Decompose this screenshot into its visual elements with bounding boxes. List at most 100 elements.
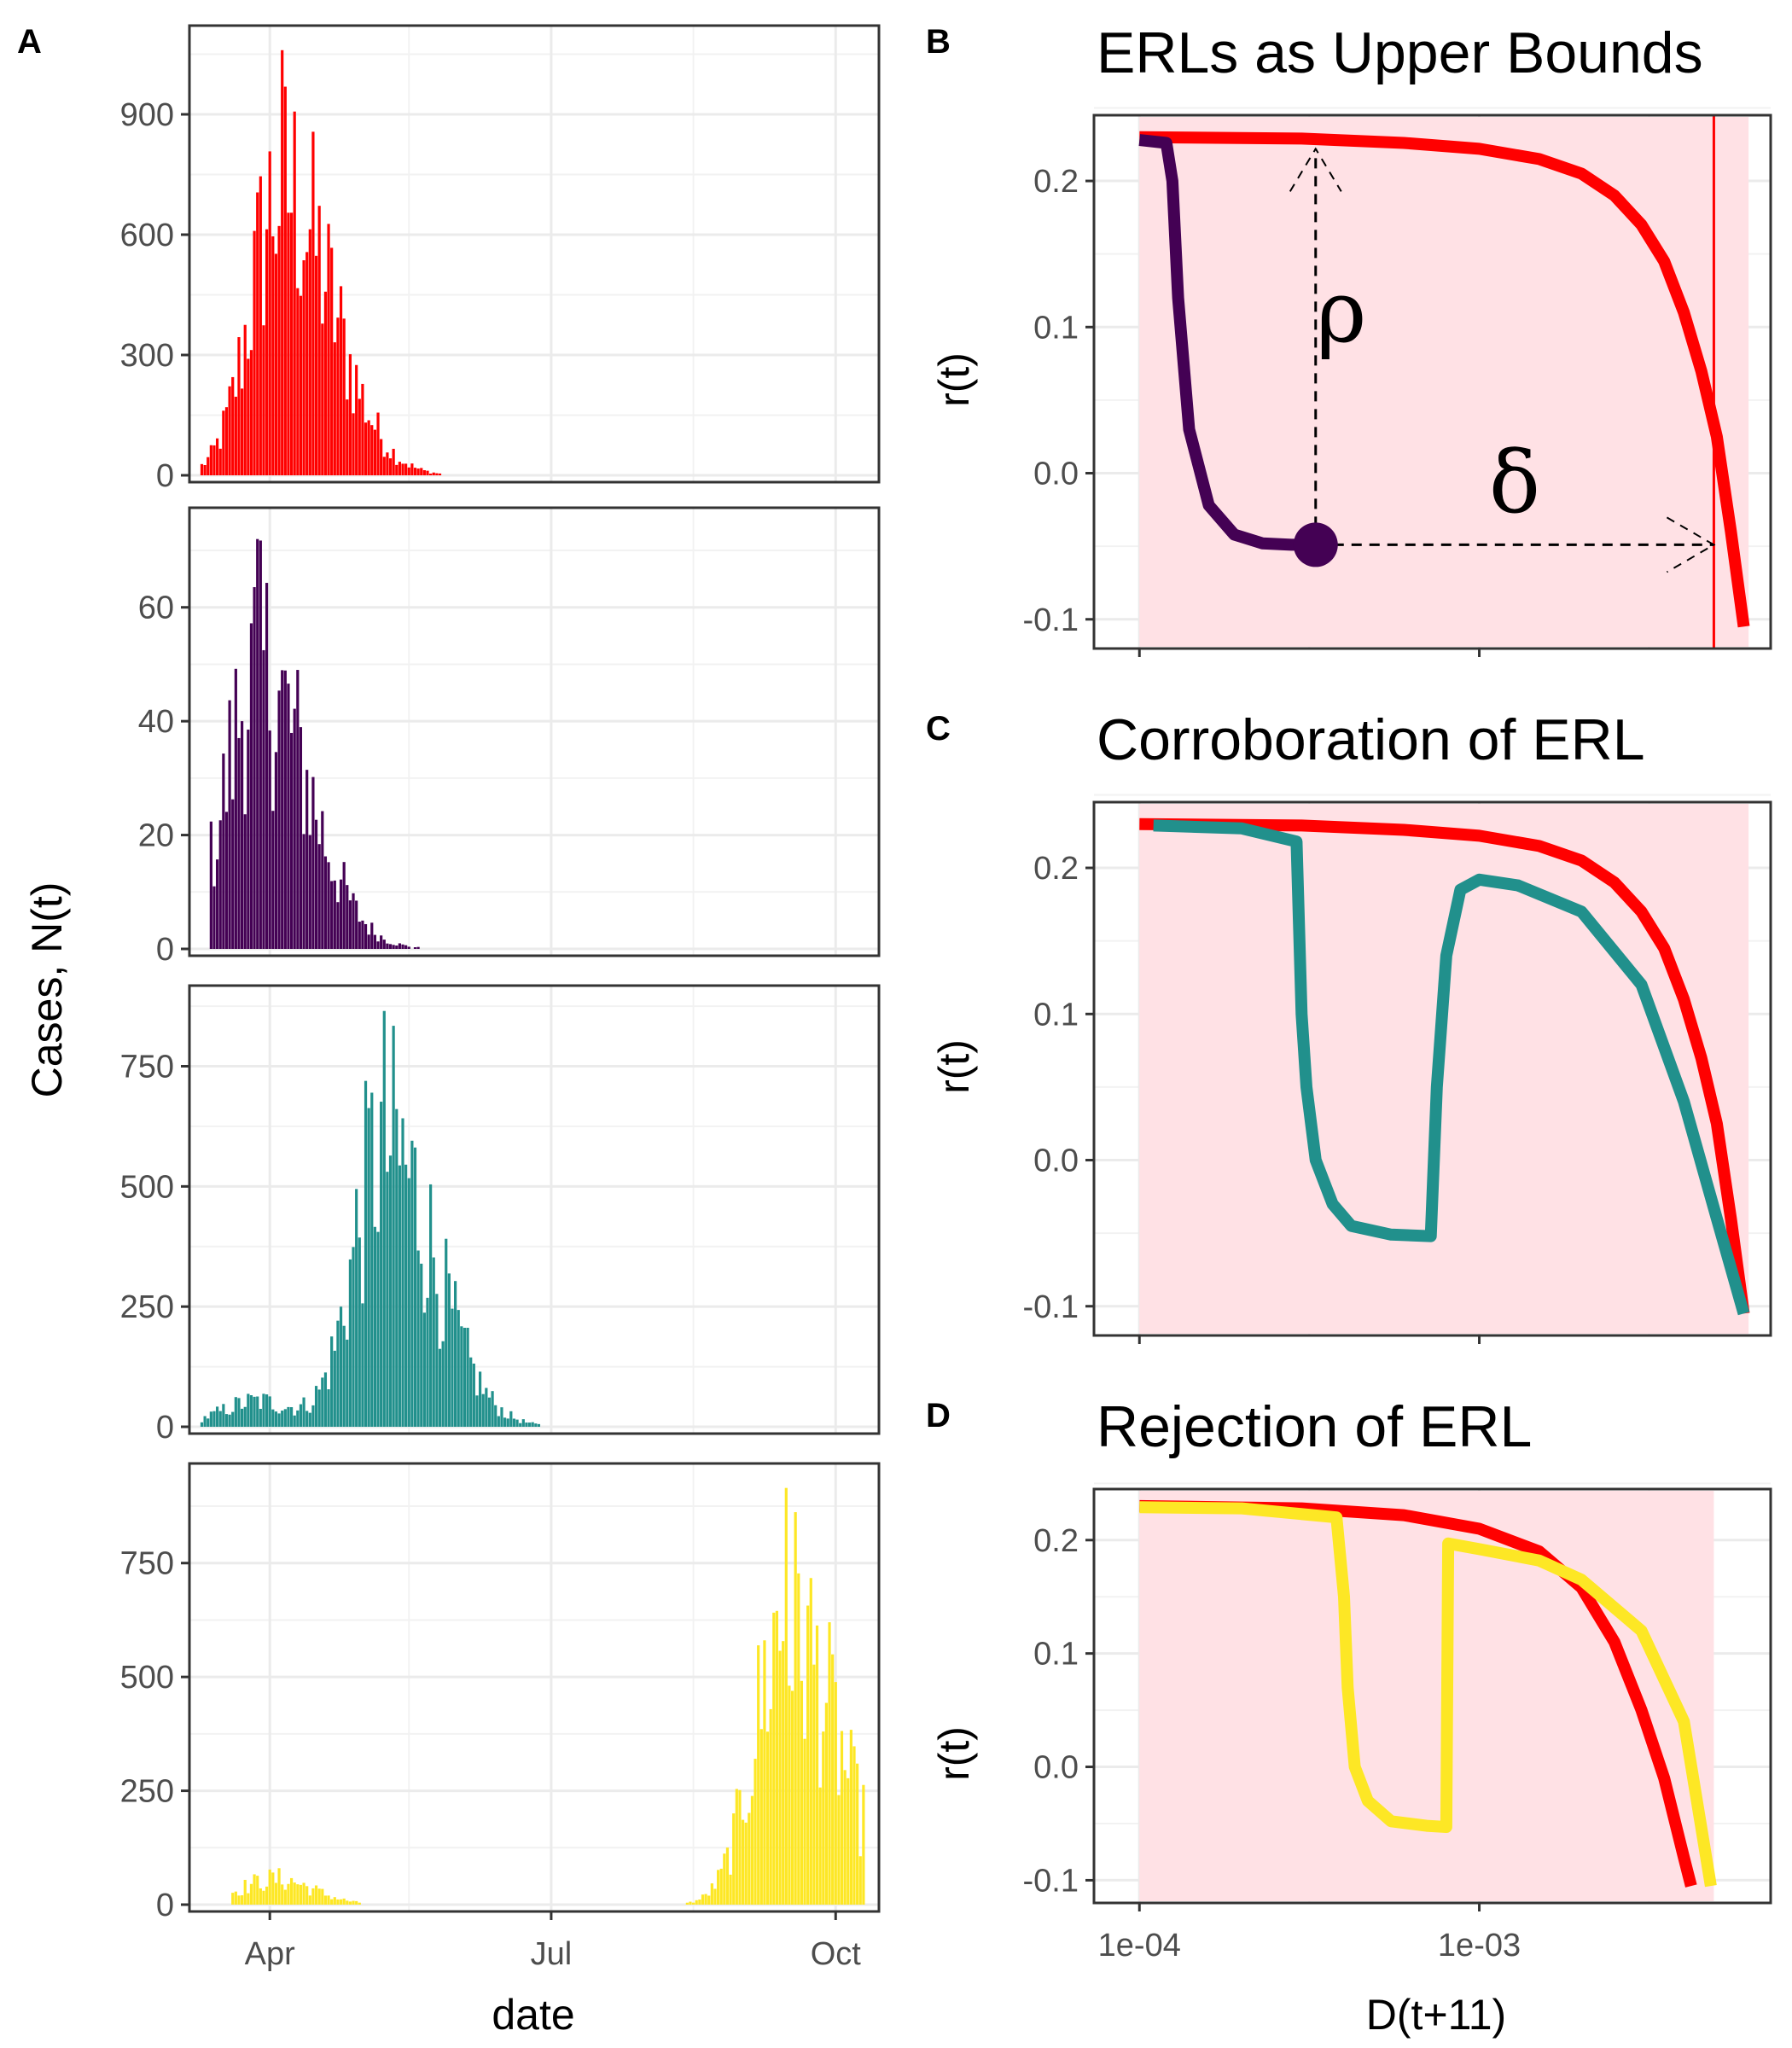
bar — [308, 1895, 311, 1905]
bar — [311, 131, 315, 475]
bar — [775, 1610, 779, 1905]
bar — [268, 151, 271, 476]
panel-d-title: Rejection of ERL — [1097, 1394, 1532, 1459]
bar — [395, 1108, 399, 1427]
bar — [373, 429, 376, 475]
y-tick-label: 0.1 — [1033, 310, 1079, 346]
bar — [305, 1886, 309, 1905]
bar — [438, 473, 442, 475]
bar — [243, 324, 247, 475]
red-series-line — [1139, 131, 1750, 628]
y-tick-label: 40 — [138, 704, 174, 740]
bar — [317, 844, 321, 949]
y-tick-label: 0 — [156, 932, 174, 968]
panel-label-b: B — [926, 23, 951, 61]
bar — [216, 1406, 219, 1427]
bar — [287, 1883, 290, 1905]
bar — [534, 1423, 538, 1427]
bar — [769, 1708, 772, 1905]
bar — [376, 1231, 380, 1427]
bar — [395, 464, 399, 475]
bar — [262, 1393, 265, 1427]
bar — [330, 881, 334, 949]
y-tick-label: 0.2 — [1033, 851, 1079, 887]
bar — [506, 1418, 509, 1427]
bar — [243, 1406, 247, 1427]
bar — [247, 1393, 250, 1427]
bar — [772, 1612, 776, 1905]
bar — [358, 922, 361, 949]
bar — [283, 86, 287, 475]
bar — [317, 1389, 321, 1427]
bar — [478, 1371, 482, 1427]
bar — [323, 856, 328, 949]
bar — [527, 1423, 532, 1427]
bar — [382, 457, 386, 475]
y-tick-label: 0 — [156, 1888, 174, 1923]
x-tick-label: Jul — [531, 1936, 573, 1972]
bar — [224, 812, 229, 949]
bar — [277, 225, 281, 475]
bar — [339, 286, 343, 475]
bar — [420, 1263, 423, 1427]
bar — [469, 1357, 473, 1427]
bar — [336, 1320, 340, 1427]
bar — [346, 399, 349, 475]
bar — [407, 946, 410, 949]
bar — [704, 1894, 707, 1905]
panel-b-y-axis-title: r(t) — [930, 352, 978, 407]
bar — [265, 1886, 269, 1905]
bar — [222, 1404, 225, 1427]
bar — [234, 1891, 237, 1905]
bar — [281, 49, 284, 476]
panel-frame — [188, 984, 881, 1435]
bar — [735, 1789, 738, 1905]
bar — [416, 468, 420, 475]
bar — [364, 1080, 368, 1427]
bar — [283, 1889, 287, 1905]
delta-arrow-head — [1666, 516, 1716, 573]
bar — [247, 730, 250, 949]
bar — [321, 1888, 324, 1905]
bar — [268, 1396, 271, 1427]
bar — [380, 935, 383, 949]
bar — [317, 1888, 321, 1905]
text-layer: A B C D ERLs as Upper Bounds Corroborati… — [17, 20, 1703, 2039]
bar — [212, 886, 216, 949]
bar — [333, 342, 336, 475]
bar — [271, 1409, 275, 1427]
bar — [228, 386, 231, 475]
bar — [404, 1164, 408, 1427]
bar — [287, 1406, 290, 1427]
bar — [333, 1897, 336, 1905]
bar — [757, 1645, 760, 1905]
bar — [231, 1411, 235, 1427]
y-tick-label: 0.0 — [1033, 1143, 1079, 1179]
bar — [422, 470, 426, 475]
bar — [432, 1257, 435, 1427]
panel-frame — [188, 506, 881, 957]
bar — [228, 1414, 231, 1427]
panel-frame — [188, 1462, 881, 1913]
bar — [519, 1423, 522, 1427]
panel-b: 0.2 0.1 0.0 -0.1 — [1023, 107, 1772, 657]
bar — [327, 1895, 330, 1905]
bar — [537, 1423, 541, 1427]
bar — [247, 1893, 250, 1905]
bar — [274, 253, 278, 475]
bar — [367, 420, 370, 475]
delta-annotation: δ — [1489, 433, 1540, 532]
bar — [370, 1092, 374, 1427]
bar — [512, 1418, 516, 1427]
bar — [265, 583, 269, 949]
bar — [321, 811, 324, 949]
bar — [237, 1895, 241, 1905]
bar — [361, 383, 364, 475]
bar — [358, 399, 361, 475]
bar — [376, 412, 380, 475]
bar — [231, 799, 235, 949]
bar — [330, 1336, 334, 1427]
panel-b-title: ERLs as Upper Bounds — [1097, 20, 1703, 85]
bar — [256, 1876, 259, 1905]
bar — [815, 1625, 819, 1905]
